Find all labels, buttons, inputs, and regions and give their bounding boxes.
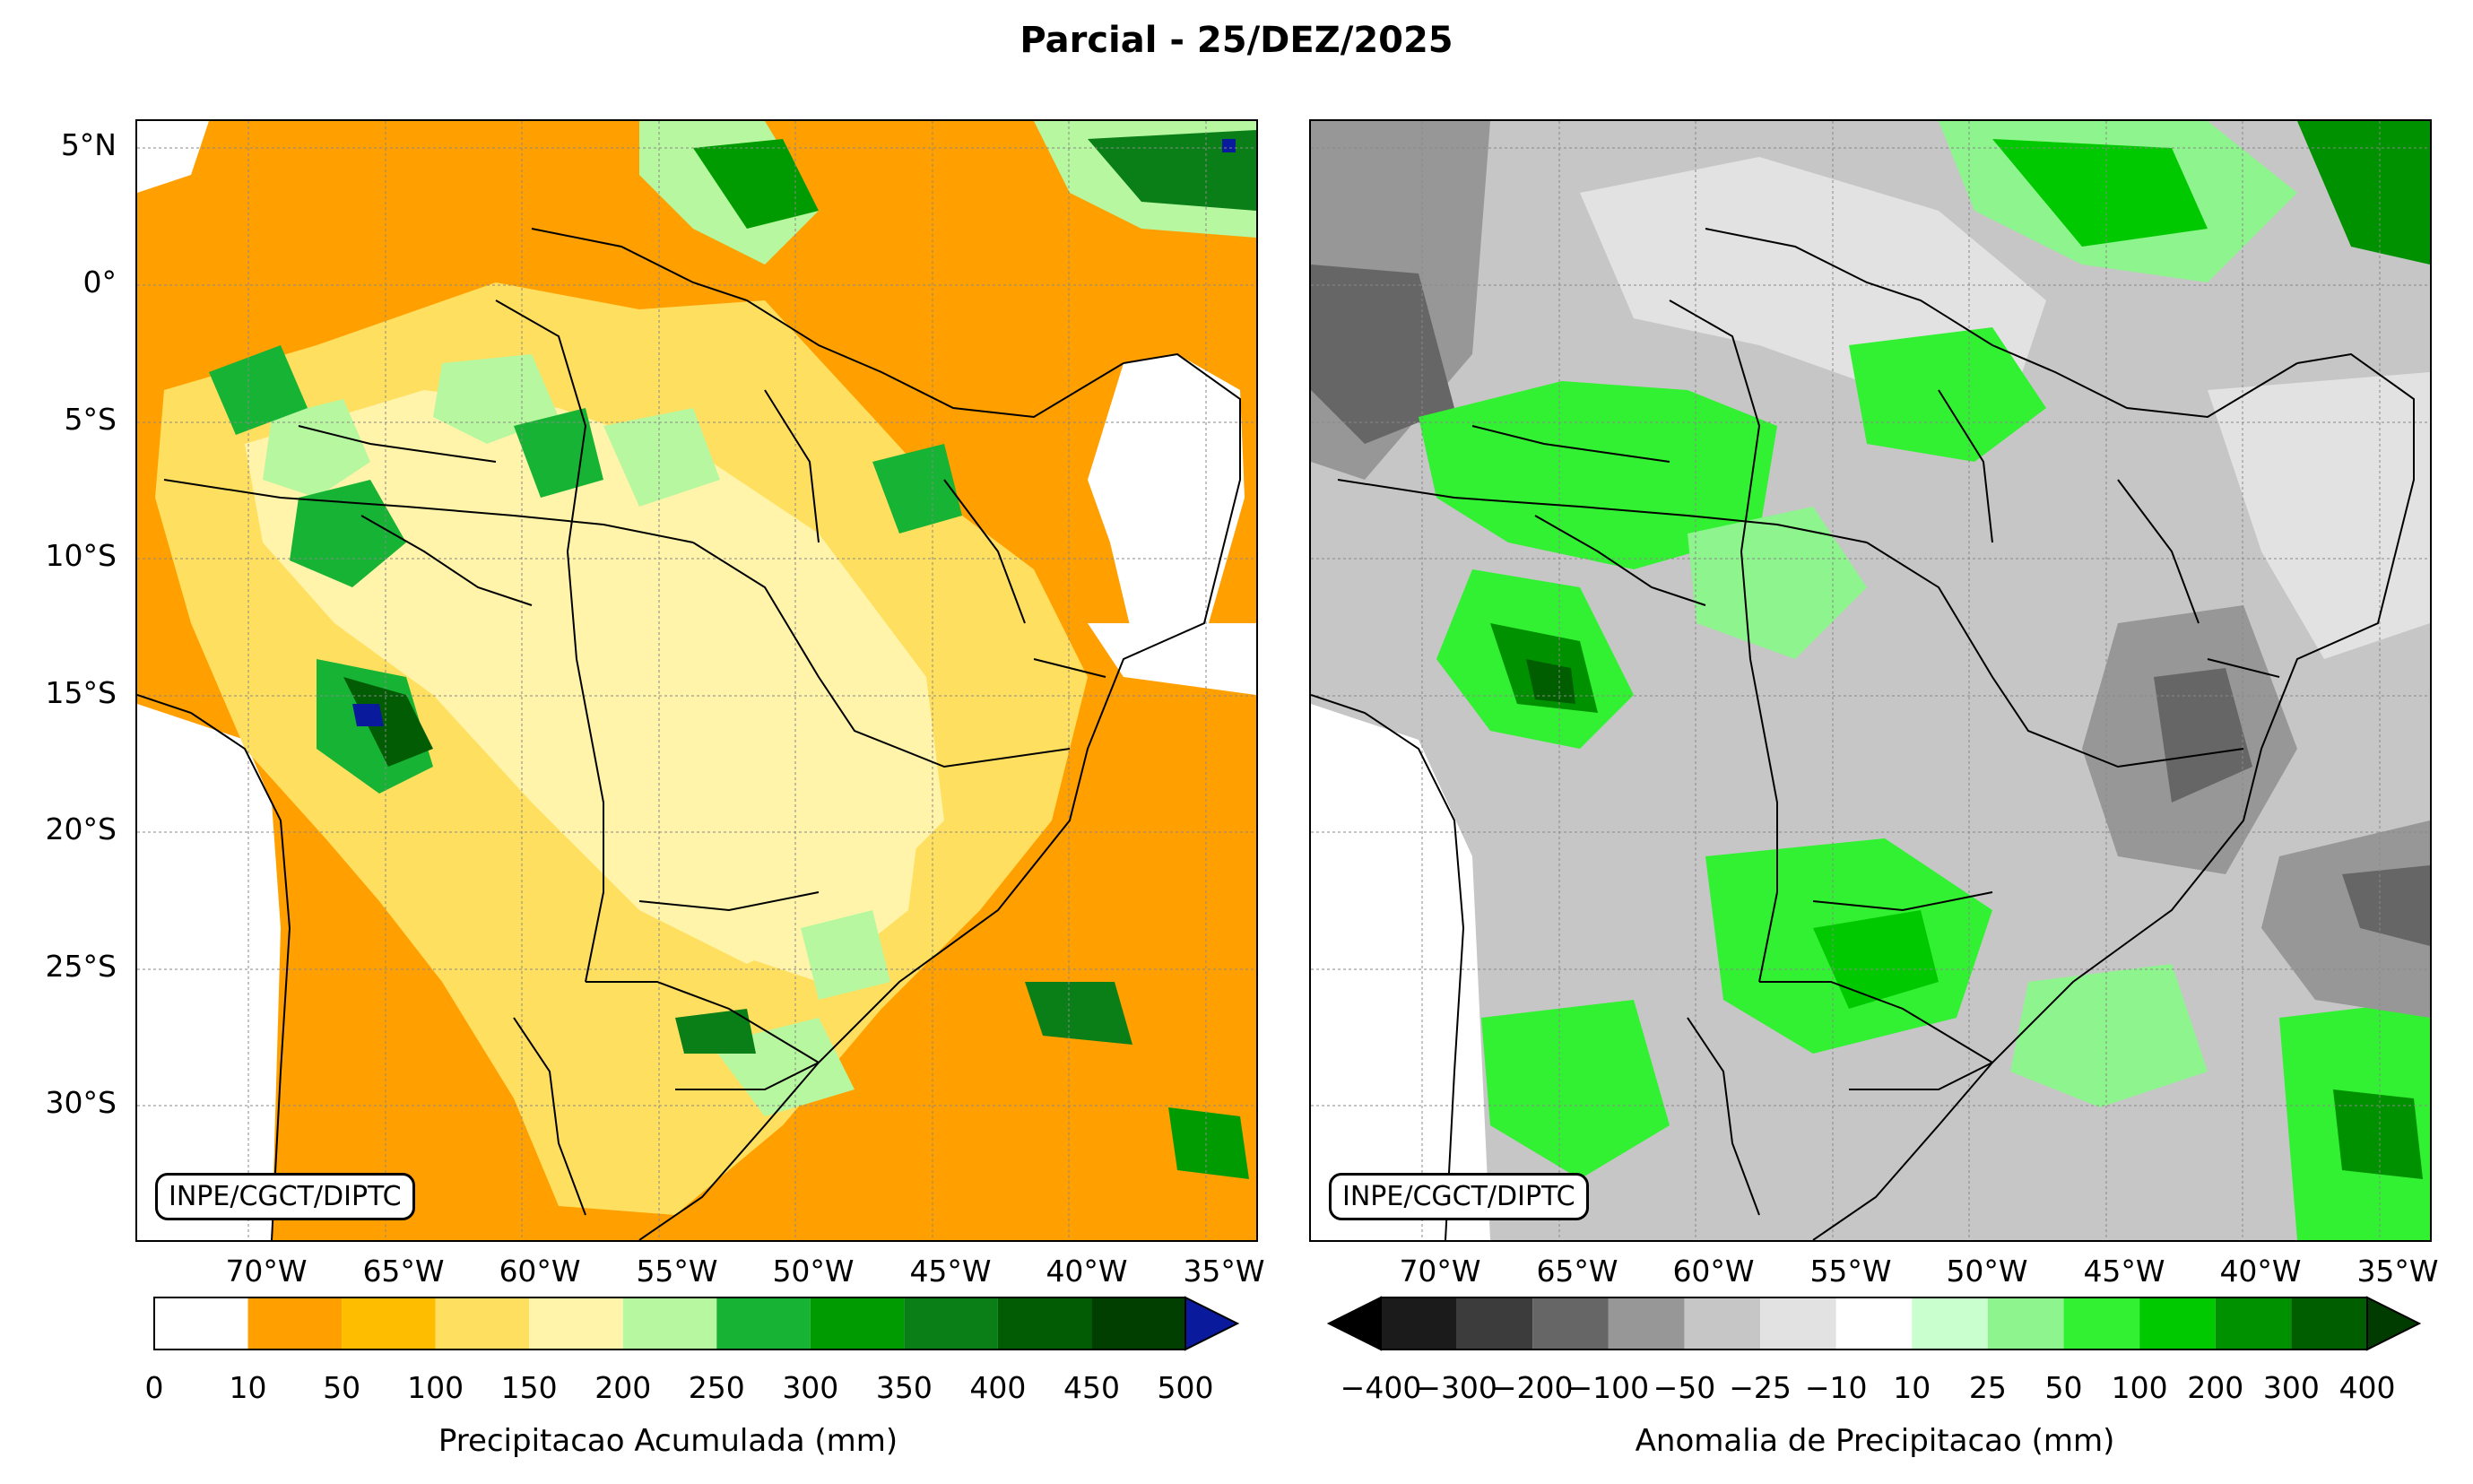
right-colorbar-bin	[1456, 1297, 1533, 1349]
right-colorbar-tick: 50	[2044, 1370, 2083, 1405]
right-colorbar-bin	[1608, 1297, 1685, 1349]
right-colorbar-tick: 300	[2262, 1370, 2320, 1405]
accumulated-precip-map: INPE/CGCT/DIPTC	[135, 119, 1258, 1242]
right-colorbar-bin	[1987, 1297, 2064, 1349]
right-colorbar-tick: −100	[1567, 1370, 1650, 1405]
figure-title: Parcial - 25/DEZ/2025	[1020, 20, 1453, 61]
right-colorbar-bin	[1381, 1297, 1457, 1349]
left-colorbar-tick: 500	[1157, 1370, 1214, 1405]
left-colorbar-bin	[342, 1297, 436, 1349]
right-colorbar-bin	[1912, 1297, 1988, 1349]
left-colorbar-extend	[1184, 1296, 1240, 1351]
right-colorbar-tick: −200	[1491, 1370, 1574, 1405]
left-colorbar-tick: 350	[875, 1370, 933, 1405]
lon-label-55w: 55°W	[636, 1254, 718, 1289]
precip-anomaly-map: INPE/CGCT/DIPTC	[1309, 119, 2432, 1242]
right-colorbar-label: Anomalia de Precipitacao (mm)	[1635, 1423, 2115, 1459]
right-colorbar-outline	[1380, 1297, 2368, 1350]
right-colorbar-tick: 100	[2111, 1370, 2168, 1405]
right-colorbar-tick: 10	[1893, 1370, 1931, 1405]
lon-label-35w: 35°W	[1183, 1254, 1265, 1289]
lon-label-50w: 50°W	[772, 1254, 855, 1289]
left-colorbar	[153, 1296, 1240, 1351]
left-colorbar-tick: 10	[229, 1370, 267, 1405]
lon-label-40w-right: 40°W	[2219, 1254, 2302, 1289]
left-colorbar-bin	[997, 1297, 1092, 1349]
left-colorbar-bin	[1091, 1297, 1185, 1349]
left-colorbar-tick: 100	[407, 1370, 464, 1405]
right-colorbar-bin	[1760, 1297, 1836, 1349]
left-colorbar-label: Precipitacao Acumulada (mm)	[438, 1423, 898, 1459]
right-colorbar-tick: −300	[1416, 1370, 1497, 1405]
right-colorbar-bin	[1532, 1297, 1609, 1349]
left-colorbar-tick: 450	[1063, 1370, 1120, 1405]
right-colorbar-bin	[2215, 1297, 2292, 1349]
left-colorbar-tick: 50	[323, 1370, 361, 1405]
right-colorbar-bin	[2291, 1297, 2367, 1349]
accumulated-precip-field	[137, 121, 1256, 1240]
left-colorbar-outline	[153, 1297, 1186, 1350]
lon-label-45w-right: 45°W	[2083, 1254, 2165, 1289]
left-colorbar-tick: 0	[144, 1370, 164, 1405]
lon-label-60w-right: 60°W	[1672, 1254, 1755, 1289]
lat-label-0: 0°	[82, 265, 117, 299]
lat-label-5n: 5°N	[60, 127, 117, 162]
lon-label-40w: 40°W	[1046, 1254, 1128, 1289]
right-colorbar-bin	[1684, 1297, 1761, 1349]
lon-label-50w-right: 50°W	[1946, 1254, 2028, 1289]
left-source-badge: INPE/CGCT/DIPTC	[155, 1173, 415, 1220]
right-colorbar-extend-low	[1326, 1296, 1382, 1351]
right-colorbar-tick: 400	[2339, 1370, 2396, 1405]
right-colorbar-extend-high	[2366, 1296, 2422, 1351]
right-colorbar-tick: −25	[1729, 1370, 1792, 1405]
lon-label-55w-right: 55°W	[1809, 1254, 1892, 1289]
lat-label-10s: 10°S	[45, 538, 117, 573]
right-colorbar-bin	[2139, 1297, 2216, 1349]
left-colorbar-bin	[154, 1297, 248, 1349]
left-colorbar-bin	[716, 1297, 811, 1349]
lat-label-20s: 20°S	[45, 811, 117, 846]
left-colorbar-bin	[247, 1297, 343, 1349]
right-colorbar	[1326, 1296, 2422, 1351]
lon-label-70w-right: 70°W	[1399, 1254, 1481, 1289]
lat-label-30s: 30°S	[45, 1085, 117, 1120]
precip-anomaly-field	[1311, 121, 2430, 1240]
left-colorbar-tick: 400	[969, 1370, 1027, 1405]
lon-label-45w: 45°W	[909, 1254, 992, 1289]
lon-label-70w: 70°W	[225, 1254, 308, 1289]
right-colorbar-tick: −50	[1653, 1370, 1716, 1405]
left-colorbar-tick: 300	[782, 1370, 839, 1405]
right-colorbar-tick: −10	[1804, 1370, 1868, 1405]
right-colorbar-bin	[2063, 1297, 2140, 1349]
lon-label-65w-right: 65°W	[1536, 1254, 1618, 1289]
left-colorbar-bin	[529, 1297, 623, 1349]
left-colorbar-tick: 150	[500, 1370, 558, 1405]
right-source-badge: INPE/CGCT/DIPTC	[1329, 1173, 1589, 1220]
left-colorbar-bin	[904, 1297, 998, 1349]
left-colorbar-tick: 200	[594, 1370, 652, 1405]
lat-label-5s: 5°S	[64, 402, 117, 437]
lat-label-15s: 15°S	[45, 675, 117, 710]
right-colorbar-bin	[1835, 1297, 1913, 1349]
right-colorbar-tick: 200	[2187, 1370, 2244, 1405]
left-colorbar-tick: 250	[688, 1370, 745, 1405]
right-colorbar-tick: −400	[1340, 1370, 1422, 1405]
left-colorbar-bin	[435, 1297, 530, 1349]
right-colorbar-tick: 25	[1968, 1370, 2007, 1405]
left-colorbar-bin	[622, 1297, 717, 1349]
lon-label-65w: 65°W	[362, 1254, 445, 1289]
lon-label-35w-right: 35°W	[2356, 1254, 2439, 1289]
lat-label-25s: 25°S	[45, 949, 117, 984]
lon-label-60w: 60°W	[499, 1254, 581, 1289]
left-colorbar-bin	[810, 1297, 905, 1349]
